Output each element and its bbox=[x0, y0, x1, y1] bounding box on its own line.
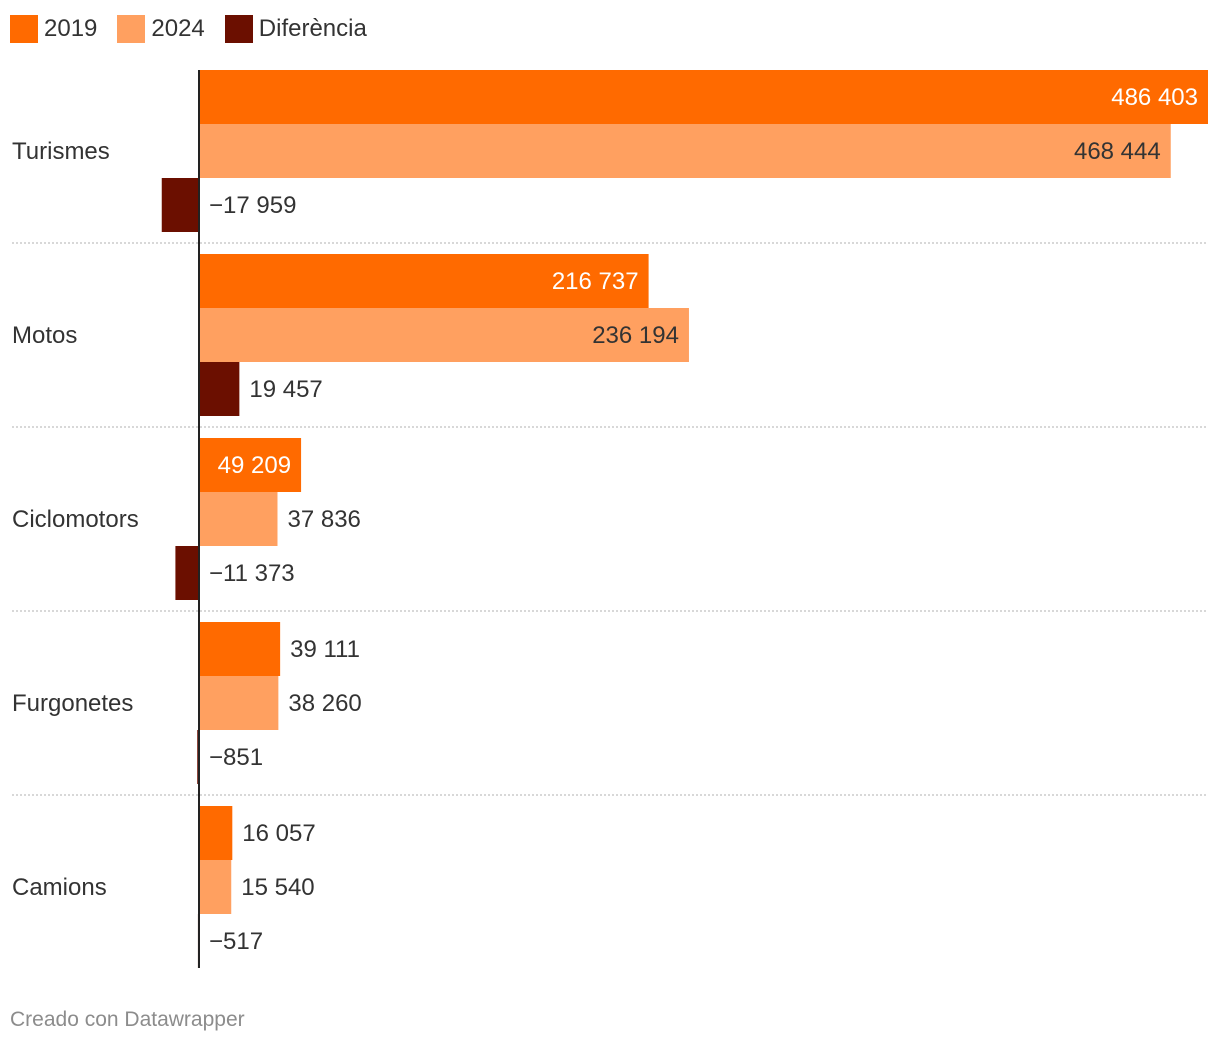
bar-2019-furgonetes bbox=[199, 622, 281, 676]
value-label-2019-furgonetes: 39 111 bbox=[290, 636, 360, 663]
bar-2024-motos bbox=[199, 308, 689, 362]
bar-diferencia-turismes bbox=[161, 178, 199, 232]
bar-2024-ciclomotors bbox=[199, 492, 278, 546]
bar-2024-camions bbox=[199, 860, 232, 914]
legend-swatch-2019 bbox=[10, 15, 38, 43]
value-label-diferencia-ciclomotors: −11 373 bbox=[209, 560, 295, 587]
value-label-2024-motos: 236 194 bbox=[592, 322, 679, 349]
value-label-2024-furgonetes: 38 260 bbox=[288, 690, 361, 717]
value-label-2024-turismes: 468 444 bbox=[1074, 138, 1161, 165]
value-label-diferencia-motos: 19 457 bbox=[249, 376, 322, 403]
bar-2024-turismes bbox=[199, 124, 1171, 178]
value-label-2019-turismes: 486 403 bbox=[1111, 84, 1198, 111]
category-label-ciclomotors: Ciclomotors bbox=[12, 506, 139, 533]
bar-2019-camions bbox=[199, 806, 233, 860]
legend-swatch-diferencia bbox=[224, 15, 253, 43]
bar-chart: Turismes 486 403 468 444 −17 959 Motos 216 73… bbox=[12, 70, 1208, 968]
value-label-2024-ciclomotors: 37 836 bbox=[287, 506, 360, 533]
bar-2019-ciclomotors bbox=[199, 438, 302, 492]
category-label-camions: Camions bbox=[12, 874, 107, 901]
legend-item-diferencia: Diferència bbox=[224, 15, 367, 43]
value-label-2024-camions: 15 540 bbox=[241, 874, 314, 901]
category-label-turismes: Turismes bbox=[12, 138, 110, 165]
legend-item-2019: 2019 bbox=[10, 15, 97, 43]
category-label-furgonetes: Furgonetes bbox=[12, 690, 133, 717]
footer-credit: Creado con Datawrapper bbox=[10, 1008, 245, 1031]
value-label-diferencia-furgonetes: −851 bbox=[209, 744, 263, 771]
legend-swatch-2024 bbox=[117, 15, 146, 43]
value-label-diferencia-turismes: −17 959 bbox=[209, 192, 296, 219]
legend-item-2024: 2024 bbox=[117, 15, 205, 43]
bar-diferencia-ciclomotors bbox=[175, 546, 199, 600]
value-label-2019-camions: 16 057 bbox=[242, 820, 315, 847]
legend: 2019 2024 Diferència bbox=[10, 14, 387, 44]
value-label-2019-ciclomotors: 49 209 bbox=[218, 452, 291, 479]
legend-label-2024: 2024 bbox=[151, 15, 205, 42]
legend-label-2019: 2019 bbox=[44, 15, 98, 42]
legend-label-diferencia: Diferència bbox=[258, 15, 367, 42]
value-label-2019-motos: 216 737 bbox=[552, 268, 639, 295]
bar-diferencia-motos bbox=[199, 362, 240, 416]
bar-2019-turismes bbox=[199, 70, 1208, 124]
bar-2024-furgonetes bbox=[199, 676, 279, 730]
bar-2019-motos bbox=[199, 254, 649, 308]
category-label-motos: Motos bbox=[12, 322, 77, 349]
value-label-diferencia-camions: −517 bbox=[209, 928, 263, 955]
